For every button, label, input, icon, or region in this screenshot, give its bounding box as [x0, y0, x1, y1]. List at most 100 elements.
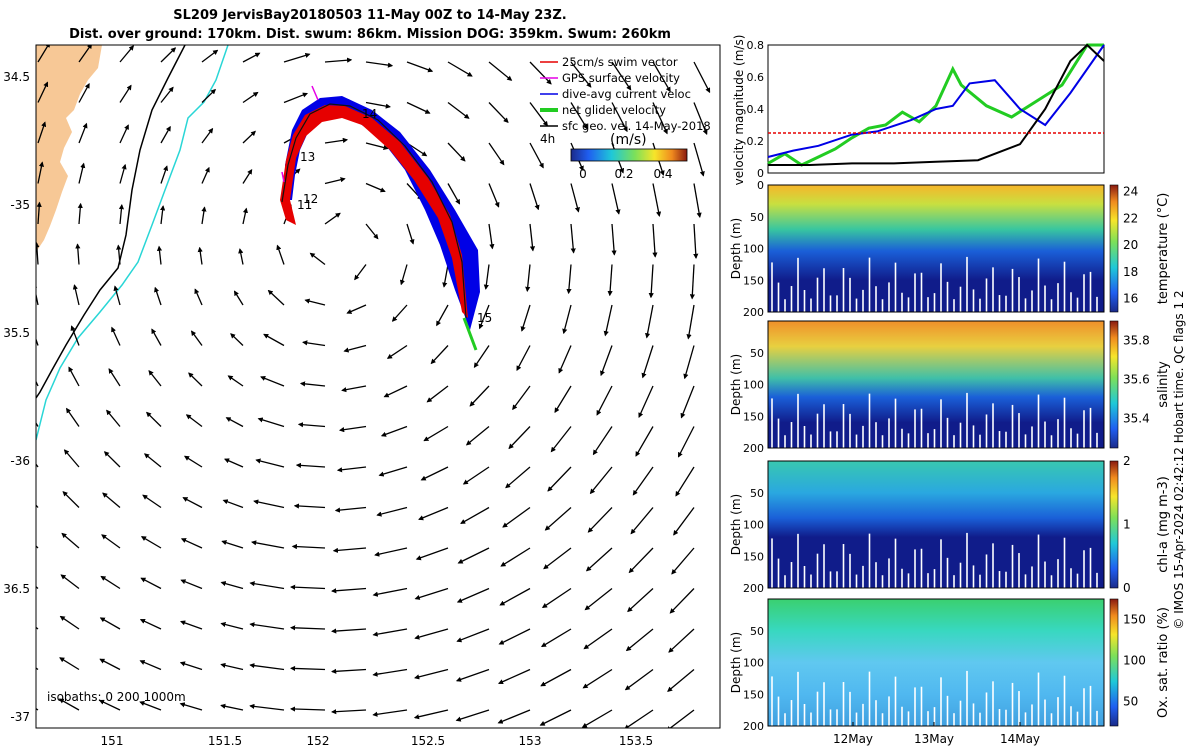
isobath-1000m [36, 45, 229, 441]
geostrophic-arrow [36, 337, 39, 346]
geostrophic-arrow [669, 588, 695, 614]
geostrophic-arrow [436, 304, 449, 327]
geostrophic-arrow [78, 82, 90, 103]
geostrophic-arrow [456, 628, 490, 643]
map-frame [35, 44, 721, 729]
vel-ytick: 0 [757, 167, 764, 180]
colorbar-tick: 100 [1123, 653, 1146, 667]
geostrophic-arrow [447, 183, 461, 205]
geostrophic-arrow [257, 417, 285, 428]
geostrophic-arrow [543, 547, 572, 570]
geostrophic-arrow [693, 61, 711, 94]
geostrophic-arrow [365, 142, 389, 151]
geostrophic-arrow [570, 102, 588, 130]
geostrophic-arrow [498, 668, 531, 685]
depth-ylabel: Depth (m) [729, 218, 743, 279]
section-panel-2: 50 100 150 200 Depth (m) 35.4 35.6 35.8 salinity [729, 320, 1171, 455]
velocity-line-dive_avg [767, 44, 1105, 158]
geostrophic-arrow [562, 304, 572, 335]
geostrophic-arrow [253, 499, 285, 509]
depth-tick: 50 [750, 211, 764, 224]
geostrophic-arrow [693, 223, 699, 259]
geostrophic-arrow [447, 61, 473, 77]
colorbar-tick: 35.8 [1123, 334, 1150, 348]
geostrophic-arrow [201, 127, 214, 144]
geostrophic-arrow [37, 45, 51, 63]
geostrophic-arrow [570, 223, 576, 254]
geostrophic-arrow [689, 264, 695, 300]
geostrophic-arrow [570, 183, 580, 213]
geostrophic-arrow [227, 375, 244, 387]
depth-tick: 200 [743, 306, 764, 319]
geostrophic-arrow [680, 385, 695, 419]
colorbar-tick: 18 [1123, 265, 1138, 279]
map-xtick: 152.5 [411, 734, 445, 748]
geostrophic-arrow [276, 244, 285, 265]
geostrophic-arrow [505, 466, 531, 489]
geostrophic-arrow [289, 706, 326, 712]
depth-tick: 200 [743, 720, 764, 733]
geostrophic-arrow [554, 385, 572, 414]
geostrophic-arrow [457, 547, 490, 564]
geostrophic-arrow [641, 345, 654, 379]
depth-tick: 100 [743, 379, 764, 392]
geostrophic-arrow [293, 503, 326, 509]
legend-label-net: net glider velocity [562, 103, 666, 117]
map-xtick: 151 [101, 734, 124, 748]
geostrophic-arrow [242, 207, 248, 225]
section-panel-4: 50 100 150 200 Depth (m) 50 100 150 Ox. sat. rat… [729, 598, 1171, 733]
geostrophic-arrow [220, 662, 244, 671]
geostrophic-arrow [36, 242, 40, 265]
geostrophic-arrow [488, 142, 505, 166]
day-label-11: 11 [297, 198, 312, 212]
geostrophic-arrow [611, 61, 632, 91]
geostrophic-arrow [77, 202, 83, 225]
geostrophic-arrow [220, 622, 244, 630]
colorbar-tick: 2 [1123, 454, 1131, 468]
geostrophic-arrow [499, 587, 531, 606]
geostrophic-arrow [374, 547, 408, 557]
geostrophic-arrow [683, 345, 695, 380]
day-label-14: 14 [362, 107, 377, 121]
geostrophic-arrow [156, 245, 163, 265]
colorbar-tick: 24 [1123, 185, 1138, 199]
section-frame [767, 460, 1105, 589]
geostrophic-arrow [59, 657, 80, 671]
speed-colorbar [570, 148, 688, 162]
depth-ylabel: Depth (m) [729, 632, 743, 693]
geostrophic-arrow [596, 385, 613, 416]
geostrophic-arrow [238, 248, 244, 265]
geostrophic-arrow [607, 264, 613, 297]
geostrophic-arrow [540, 668, 572, 687]
geostrophic-arrow [37, 161, 45, 184]
depth-tick: 150 [743, 274, 764, 287]
velocity-line-net_velocity [767, 43, 1104, 167]
geostrophic-arrow [693, 142, 705, 177]
geostrophic-arrow [289, 584, 326, 590]
section-frame [767, 598, 1105, 727]
geostrophic-arrow [677, 426, 695, 458]
geostrophic-arrow [179, 661, 203, 671]
geostrophic-arrow [331, 587, 367, 594]
geostrophic-arrow [222, 499, 244, 509]
depth-tick: 200 [743, 442, 764, 455]
geostrophic-arrow [372, 587, 408, 597]
geostrophic-arrow [667, 669, 695, 692]
geostrophic-arrow [291, 544, 326, 550]
geostrophic-arrow [289, 665, 326, 672]
geostrophic-arrow [414, 668, 449, 680]
map-ytick: 34.5 [3, 70, 30, 84]
colorbar-tick: 0 [579, 167, 587, 181]
time-tick: 14May [1000, 732, 1040, 746]
geostrophic-arrow [406, 61, 434, 73]
geostrophic-arrow [249, 663, 285, 671]
geostrophic-arrow [249, 581, 285, 590]
geostrophic-arrow [221, 540, 244, 549]
geostrophic-arrow [488, 61, 513, 81]
map-xtick: 153 [519, 734, 542, 748]
geostrophic-arrow [72, 284, 80, 306]
geostrophic-arrow [297, 422, 326, 428]
geostrophic-arrow [652, 223, 658, 258]
geostrophic-arrow [185, 414, 203, 428]
geostrophic-arrow [414, 587, 449, 600]
